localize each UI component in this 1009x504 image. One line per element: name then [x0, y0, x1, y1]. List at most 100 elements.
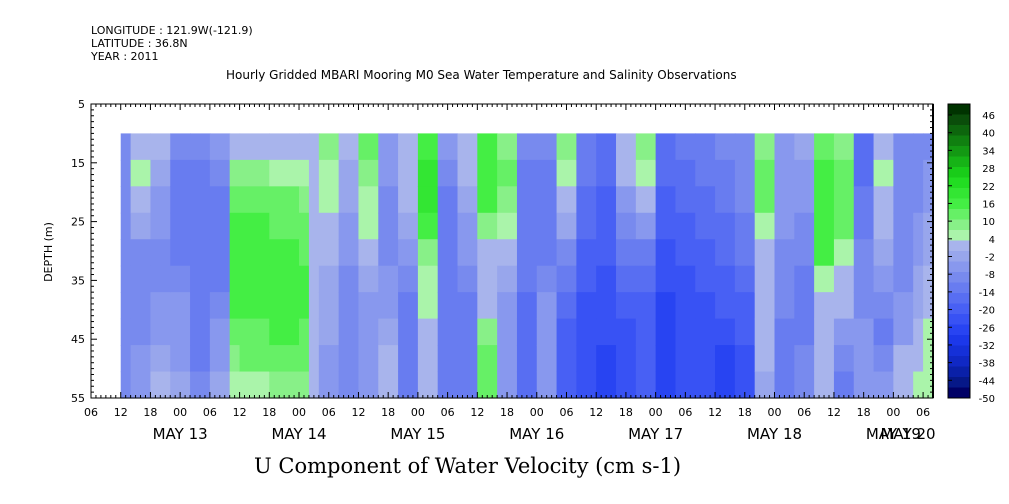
heatmap-cell — [774, 133, 795, 161]
heatmap-cell — [754, 371, 776, 399]
heatmap-cell — [616, 212, 637, 240]
heatmap-cell — [308, 371, 320, 399]
heatmap-cell — [715, 133, 736, 161]
heatmap-cell — [378, 292, 399, 320]
heatmap-cell — [378, 318, 399, 346]
heatmap-cell — [269, 186, 300, 214]
heatmap-cell — [239, 265, 270, 293]
x-hour-label: 12 — [114, 406, 128, 419]
heatmap-cell — [497, 265, 518, 293]
x-day-label: MAY 20 — [880, 425, 935, 443]
heatmap-cell — [833, 292, 855, 320]
heatmap-cell — [209, 239, 231, 267]
heatmap-cell — [308, 159, 320, 187]
heatmap-cell — [536, 292, 558, 320]
heatmap-cell — [150, 345, 171, 373]
heatmap-cell — [437, 371, 459, 399]
heatmap-cell — [596, 265, 617, 293]
variable-title: U Component of Water Velocity (cm s-1) — [254, 454, 682, 478]
heatmap-cell — [655, 345, 677, 373]
heatmap-cell — [358, 265, 379, 293]
heatmap-cell — [576, 133, 597, 161]
heatmap-cell — [477, 212, 498, 240]
heatmap-cell — [299, 345, 310, 373]
heatmap-cell — [209, 212, 231, 240]
heatmap-cell — [853, 371, 875, 399]
heatmap-cell — [913, 133, 924, 161]
heatmap-cell — [398, 265, 419, 293]
heatmap-cell — [814, 212, 835, 240]
heatmap-cell — [774, 212, 795, 240]
heatmap-cell — [774, 371, 795, 399]
heatmap-cell — [635, 239, 657, 267]
heatmap-cell — [616, 345, 637, 373]
heatmap-cell — [734, 159, 756, 187]
heatmap-cell — [209, 371, 231, 399]
heatmap-cell — [695, 371, 716, 399]
heatmap-cell — [754, 133, 776, 161]
heatmap-cell — [417, 212, 439, 240]
x-hour-label: 00 — [768, 406, 782, 419]
heatmap-cell — [734, 371, 756, 399]
heatmap-cell — [318, 239, 340, 267]
heatmap-cell — [616, 133, 637, 161]
heatmap-cell — [556, 186, 577, 214]
heatmap-cell — [308, 318, 320, 346]
heatmap-cell — [229, 186, 241, 214]
heatmap-cell — [794, 371, 815, 399]
heatmap-cell — [150, 318, 171, 346]
heatmap-cell — [170, 186, 191, 214]
heatmap-cell — [299, 371, 310, 399]
heatmap-cell — [853, 318, 875, 346]
heatmap-cell — [774, 318, 795, 346]
heatmap-cell — [150, 212, 171, 240]
heatmap-cell — [794, 265, 815, 293]
heatmap-cell — [616, 239, 637, 267]
heatmap-cell — [497, 239, 518, 267]
heatmap-cell — [457, 212, 478, 240]
x-hour-label: 00 — [886, 406, 900, 419]
heatmap-cell — [150, 292, 171, 320]
heatmap-cell — [239, 318, 270, 346]
heatmap-cell — [516, 239, 538, 267]
heatmap-cell — [794, 133, 815, 161]
heatmap-cell — [754, 292, 776, 320]
heatmap-cell — [734, 345, 756, 373]
heatmap-cell — [457, 239, 478, 267]
heatmap-cell — [556, 159, 577, 187]
heatmap-cell — [229, 318, 241, 346]
heatmap-cell — [635, 292, 657, 320]
heatmap-cell — [596, 345, 617, 373]
heatmap-cell — [675, 239, 696, 267]
heatmap-cell — [596, 318, 617, 346]
heatmap-cell — [378, 239, 399, 267]
heatmap-cell — [893, 292, 914, 320]
heatmap-cell — [130, 371, 152, 399]
heatmap-cell — [675, 371, 696, 399]
heatmap-cell — [734, 186, 756, 214]
heatmap-cell — [794, 292, 815, 320]
heatmap-cell — [913, 186, 924, 214]
heatmap-cell — [150, 265, 171, 293]
colorbar-swatch — [948, 135, 970, 147]
heatmap-cell — [794, 159, 815, 187]
heatmap-cell — [299, 292, 310, 320]
colorbar-swatch — [948, 188, 970, 199]
heatmap-cell — [655, 292, 677, 320]
heatmap-cell — [754, 212, 776, 240]
colorbar-swatch — [948, 293, 970, 304]
heatmap-cell — [596, 292, 617, 320]
heatmap-cell — [853, 133, 875, 161]
x-axis: 06 12 18 00 06 12 18 00 06 12 18 00 06 12 18 00 06 12 18 00… — [84, 104, 936, 443]
heatmap-cell — [318, 159, 340, 187]
heatmap-cell — [923, 159, 934, 187]
heatmap-cell — [893, 186, 914, 214]
heatmap-cell — [269, 345, 300, 373]
colorbar-swatch — [948, 366, 970, 378]
heatmap-cell — [318, 371, 340, 399]
heatmap-cell — [209, 186, 231, 214]
heatmap-cell — [130, 133, 152, 161]
x-hour-label: 18 — [500, 406, 514, 419]
heatmap-cell — [655, 371, 677, 399]
heatmap-cell — [398, 212, 419, 240]
